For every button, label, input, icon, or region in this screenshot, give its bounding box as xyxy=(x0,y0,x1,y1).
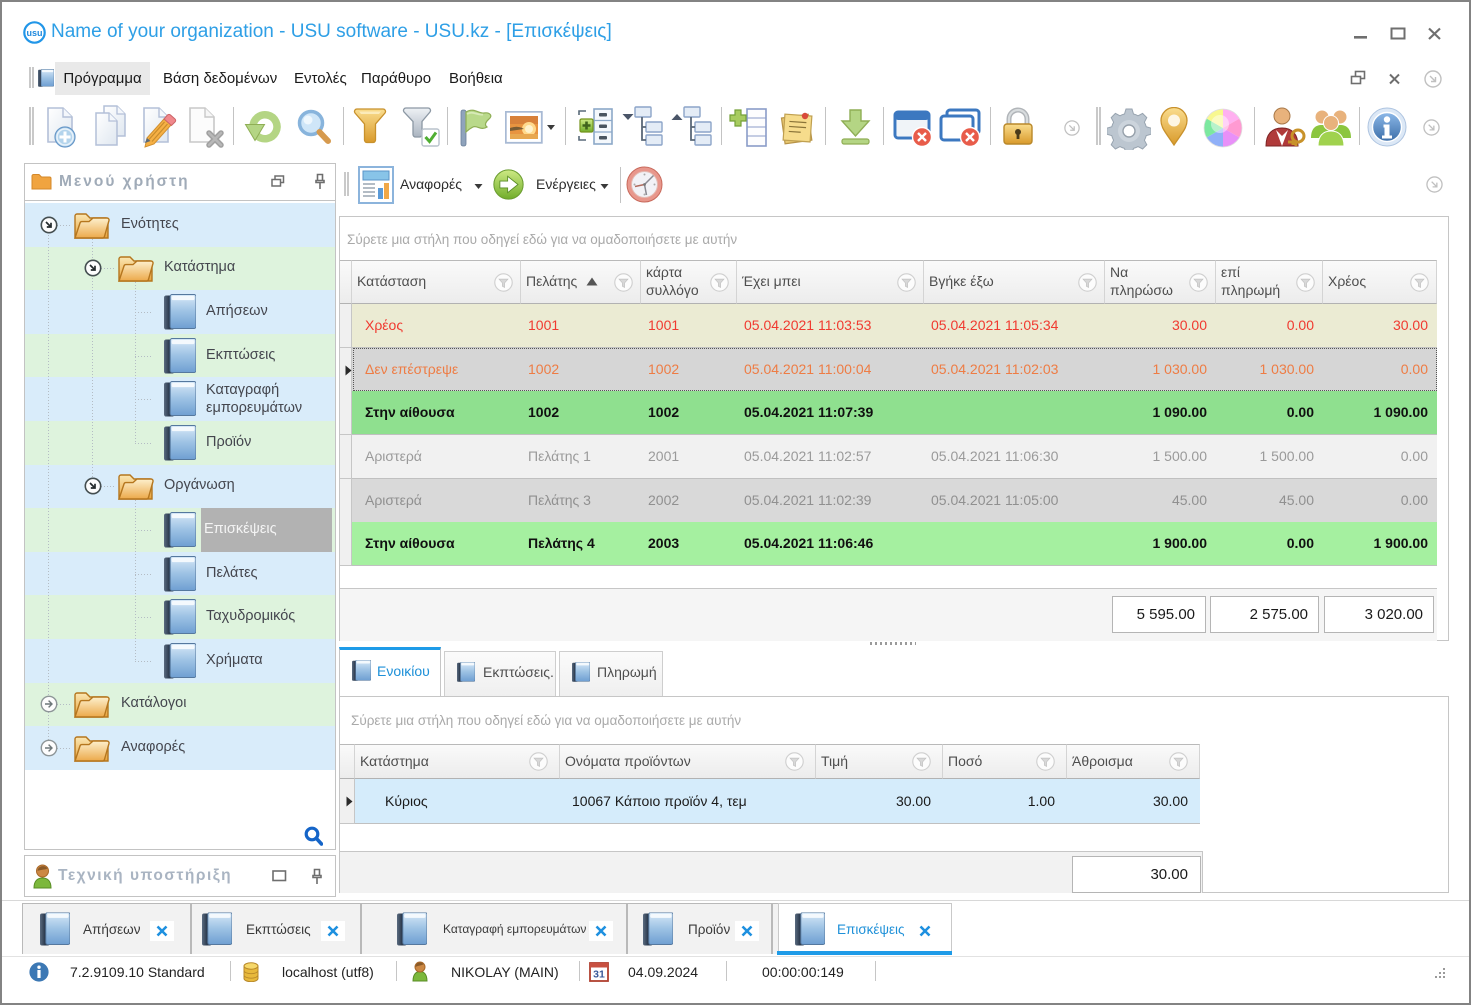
svg-text:usu: usu xyxy=(26,28,42,38)
svg-text:31: 31 xyxy=(593,969,605,981)
